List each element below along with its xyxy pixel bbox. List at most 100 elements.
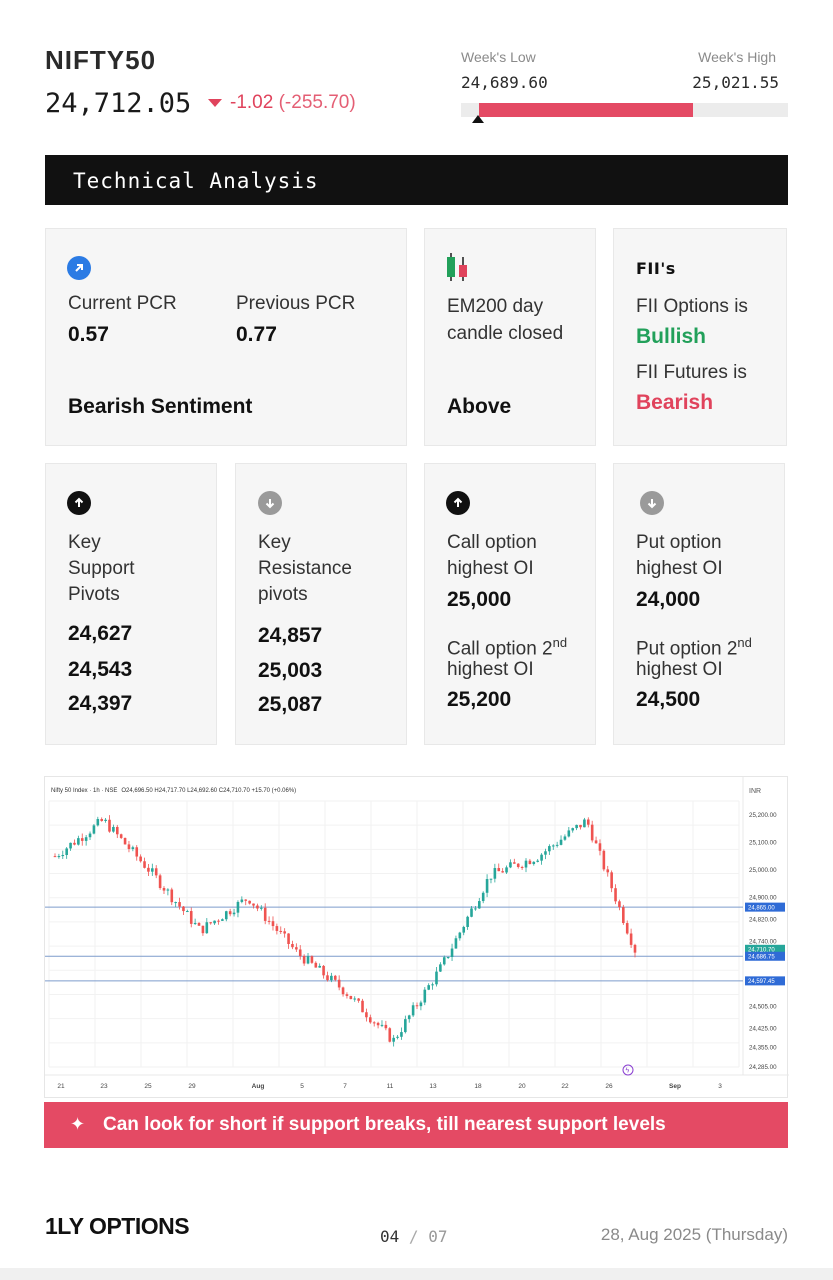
x-tick-label: 3 <box>718 1083 722 1090</box>
candle-body <box>221 919 224 921</box>
y-tick-label: 24,900.00 <box>749 894 777 901</box>
y-tick-label: 25,000.00 <box>749 867 777 874</box>
candle-body <box>622 907 625 924</box>
y-tick-label: 24,505.00 <box>749 1003 777 1010</box>
candle-body <box>407 1015 411 1020</box>
candle-body <box>439 964 442 972</box>
candle-body <box>544 851 547 855</box>
candle-body <box>369 1017 372 1023</box>
candle-body <box>450 948 454 958</box>
arrow-up-right-icon <box>67 256 91 280</box>
candle-body <box>298 949 302 957</box>
section-header-bar <box>45 155 788 205</box>
candle-body <box>376 1022 380 1026</box>
candle-body <box>563 836 567 840</box>
candle-body <box>341 987 345 995</box>
candle-body <box>481 892 485 902</box>
support-value-1: 24,627 <box>68 622 133 645</box>
call-oi-label-line1: Call option <box>447 532 537 553</box>
range-marker-icon <box>472 115 484 123</box>
previous-pcr-label: Previous PCR <box>236 293 356 314</box>
candle-body <box>69 842 72 849</box>
candle-body <box>536 860 539 862</box>
candle-body <box>427 985 430 990</box>
candle-body <box>365 1012 368 1018</box>
fii-card: FII's FII Options is Bullish FII Futures… <box>613 228 787 446</box>
fii-options-value: Bullish <box>636 325 707 348</box>
candle-body <box>559 839 563 845</box>
x-tick-label: 22 <box>561 1083 569 1090</box>
candle-body <box>88 833 92 838</box>
candle-body <box>446 957 450 959</box>
x-tick-label: 5 <box>300 1083 304 1090</box>
x-tick-label: 7 <box>343 1083 347 1090</box>
candle-body <box>513 862 516 864</box>
page-indicator: 04 / 07 <box>380 1227 447 1246</box>
candle-body <box>333 975 337 980</box>
candle-body <box>629 933 633 945</box>
candle-body <box>528 860 532 865</box>
candle-body <box>470 908 473 917</box>
chart-x-ticks: 21 23 25 29 Aug 5 7 11 13 18 20 22 26 Sep 3 <box>57 1083 722 1090</box>
candle-body <box>501 871 504 873</box>
call-oi-value-2: 25,200 <box>447 688 512 711</box>
candle-body <box>477 901 481 909</box>
x-tick-label: 20 <box>518 1083 526 1090</box>
candle-body <box>571 828 575 831</box>
x-tick-label: 23 <box>100 1083 108 1090</box>
resistance-card: Key Resistance pivots 24,857 25,003 25,0… <box>235 463 407 745</box>
candle-body <box>551 845 555 847</box>
price-tag-label: 24,710.70 <box>748 947 775 953</box>
candle-body <box>201 925 205 934</box>
y-tick-label: 24,740.00 <box>749 939 777 946</box>
chart-canvas[interactable]: Nifty 50 Index · 1h · NSE O24,696.50 H24,… <box>45 777 789 1099</box>
candle-body <box>590 824 594 841</box>
price-change: -1.02 (-255.70) <box>230 92 356 114</box>
candle-body <box>586 819 590 825</box>
candle-body <box>618 901 621 908</box>
fii-options-label: FII Options is <box>636 296 748 317</box>
support-label-line2: Support <box>68 558 135 579</box>
candle-body <box>182 906 185 912</box>
event-marker-icon[interactable] <box>622 1064 634 1076</box>
resistance-value-2: 25,003 <box>258 659 323 682</box>
current-pcr-value: 0.57 <box>68 323 109 346</box>
candle-body <box>166 889 170 891</box>
candle-body <box>205 922 209 934</box>
candle-body <box>610 872 613 889</box>
price-tag <box>745 976 785 986</box>
y-tick-label: 24,355.00 <box>749 1045 777 1052</box>
put-oi-value-1: 24,000 <box>636 588 701 611</box>
y-tick-label: 24,820.00 <box>749 917 777 924</box>
candle-body <box>388 1028 392 1042</box>
em200-label-line1: EM200 day <box>447 296 544 317</box>
candle-body <box>123 837 127 845</box>
candle-body <box>108 819 111 832</box>
candle-body <box>509 862 512 868</box>
candle-body <box>244 899 248 901</box>
chart-candles <box>53 815 637 1047</box>
candle-body <box>384 1024 388 1029</box>
advice-banner <box>44 1102 788 1148</box>
candle-body <box>520 866 524 868</box>
em200-label-line2: candle closed <box>447 323 564 344</box>
candle-body <box>295 947 298 950</box>
ticker-symbol: NIFTY50 <box>45 45 157 75</box>
candle-body <box>458 932 462 939</box>
candle-body <box>306 956 310 964</box>
candle-body <box>337 979 341 988</box>
candle-body <box>524 860 528 868</box>
candle-body <box>345 994 349 996</box>
x-tick-label: 21 <box>57 1083 65 1090</box>
price-tag-label: 24,686.75 <box>748 954 775 960</box>
put-oi-label-line3: Put option 2nd <box>636 635 752 660</box>
fii-futures-value: Bearish <box>636 391 714 414</box>
price-tag <box>745 902 785 912</box>
candle-body <box>497 868 501 872</box>
candle-body <box>505 867 508 873</box>
candle-body <box>174 902 177 904</box>
resistance-label-line2: Resistance <box>258 558 352 579</box>
candle-body <box>61 855 65 857</box>
price-chart[interactable]: Nifty 50 Index · 1h · NSE O24,696.50 H24,… <box>44 776 789 1099</box>
price-tag-label: 24,597.45 <box>748 979 775 985</box>
